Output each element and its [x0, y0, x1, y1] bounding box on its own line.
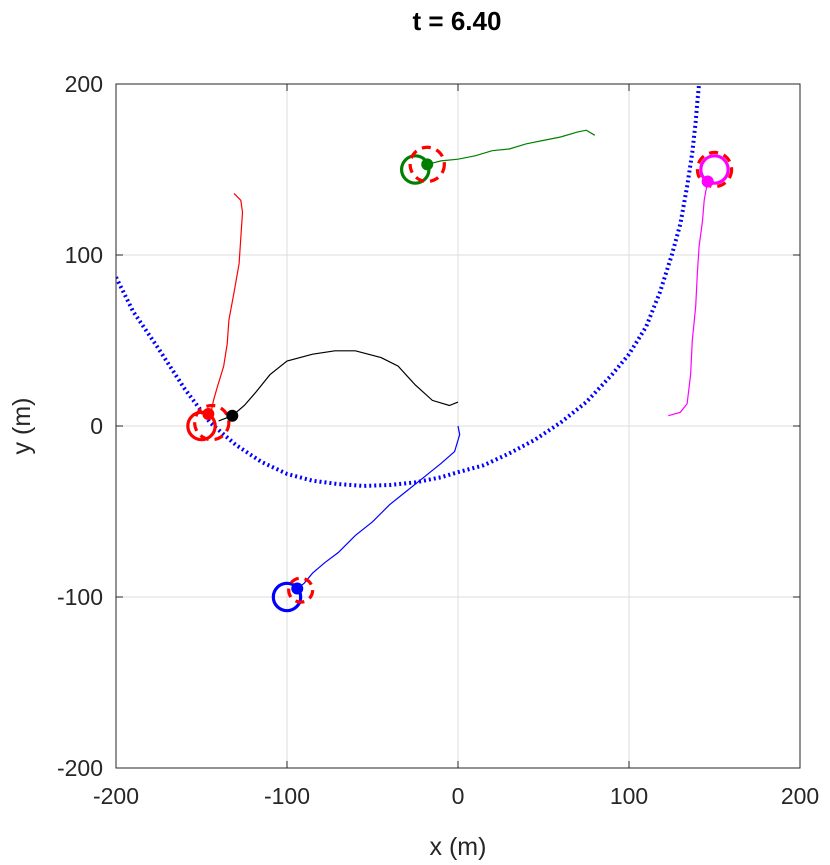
y-tick-label-0: -200 — [57, 755, 103, 781]
trajectory-line-2 — [668, 183, 709, 417]
agent-marker-4 — [226, 409, 239, 422]
trajectory-line-4 — [218, 350, 459, 422]
x-tick-label-0: -200 — [93, 783, 139, 809]
y-tick-label-3: 100 — [65, 242, 103, 268]
series-2 — [668, 150, 734, 417]
boundary-arc — [116, 84, 702, 488]
target-circle-0 — [186, 410, 217, 442]
agent-marker-0 — [202, 408, 215, 421]
x-tick-label-4: 200 — [781, 783, 819, 809]
x-axis-label: x (m) — [430, 833, 487, 861]
chart-title: t = 6.40 — [413, 6, 502, 36]
plot-content — [116, 84, 734, 613]
agent-marker-1 — [421, 158, 434, 171]
ticks: -200 -100 0 100 200 -200 -100 0 100 200 — [57, 71, 819, 809]
trajectory-line-3 — [296, 425, 461, 589]
x-tick-label-1: -100 — [264, 783, 310, 809]
agent-marker-2 — [701, 175, 714, 188]
agent-marker-3 — [291, 582, 304, 595]
trajectory-line-0 — [207, 192, 244, 415]
estimate-circle-2 — [695, 150, 734, 189]
target-circle-2 — [699, 154, 730, 185]
x-tick-label-2: 0 — [452, 783, 465, 809]
y-axis-label: y (m) — [8, 398, 36, 455]
estimate-circle-3 — [287, 576, 315, 604]
x-tick-label-3: 100 — [610, 783, 648, 809]
target-circle-3 — [271, 581, 303, 613]
series-3 — [271, 425, 461, 613]
trajectory-line-1 — [427, 129, 596, 165]
y-tick-label-1: -100 — [57, 584, 103, 610]
y-tick-label-4: 200 — [65, 71, 103, 97]
estimate-circle-1 — [408, 145, 446, 184]
series-0 — [186, 192, 244, 442]
series-1 — [399, 129, 596, 185]
estimate-circle-0 — [193, 403, 231, 442]
series-4 — [218, 350, 459, 422]
y-tick-label-2: 0 — [90, 413, 103, 439]
